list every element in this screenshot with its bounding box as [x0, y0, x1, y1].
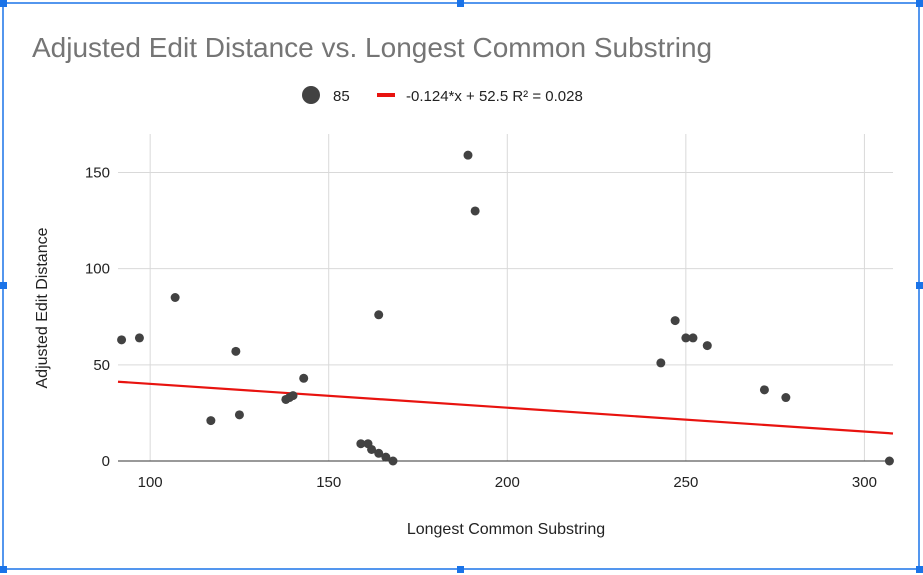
resize-handle-right[interactable] [916, 282, 923, 289]
legend-point-marker [302, 86, 320, 104]
x-tick-label: 100 [138, 474, 163, 491]
legend-trendline-label: -0.124*x + 52.5 R² = 0.028 [406, 88, 583, 105]
data-point [170, 293, 180, 302]
chart-title: Adjusted Edit Distance vs. Longest Commo… [32, 32, 712, 63]
x-tick-label: 200 [495, 474, 520, 491]
trendline [117, 380, 894, 435]
resize-handle-left[interactable] [0, 282, 7, 289]
tick-labels: 100 150 200 250 300 0 50 100 150 [85, 164, 877, 491]
data-point [388, 456, 398, 466]
resize-handle-top-right[interactable] [916, 0, 923, 7]
legend: 85 -0.124*x + 52.5 R² = 0.028 [302, 86, 583, 105]
data-point [206, 416, 216, 426]
grid [118, 134, 893, 462]
x-tick-label: 150 [316, 474, 341, 491]
data-point [463, 150, 473, 160]
y-tick-label: 100 [85, 261, 110, 278]
y-tick-label: 0 [102, 453, 110, 470]
data-point [288, 391, 298, 401]
resize-handle-bottom-left[interactable] [0, 566, 7, 573]
data-point [299, 373, 309, 383]
resize-handle-top[interactable] [457, 0, 464, 7]
data-point [234, 410, 244, 420]
data-point [670, 316, 680, 326]
resize-handle-bottom[interactable] [457, 566, 464, 573]
data-point [656, 358, 666, 368]
x-axis-label: Longest Common Substring [407, 521, 605, 538]
data-points [117, 150, 894, 466]
data-point [781, 393, 791, 403]
y-tick-label: 150 [85, 164, 110, 181]
data-point [681, 333, 691, 343]
data-point [470, 206, 480, 216]
data-point [688, 333, 698, 343]
x-tick-label: 250 [673, 474, 698, 491]
data-point [884, 456, 894, 466]
y-axis-label: Adjusted Edit Distance [34, 227, 51, 388]
data-point [231, 346, 241, 356]
legend-series-label: 85 [333, 88, 350, 105]
data-point [374, 448, 384, 458]
resize-handle-top-left[interactable] [0, 0, 7, 7]
data-point [381, 452, 391, 462]
resize-handle-bottom-right[interactable] [916, 566, 923, 573]
data-point [759, 385, 769, 395]
data-point [702, 341, 712, 351]
trendline-layer [117, 380, 894, 435]
data-point [367, 444, 377, 454]
data-point [356, 439, 366, 449]
data-point [117, 335, 127, 345]
legend-trendline-marker [377, 93, 395, 97]
x-tick-label: 300 [852, 474, 877, 491]
data-point [134, 333, 144, 343]
data-point [374, 310, 384, 320]
y-tick-label: 50 [93, 357, 110, 374]
